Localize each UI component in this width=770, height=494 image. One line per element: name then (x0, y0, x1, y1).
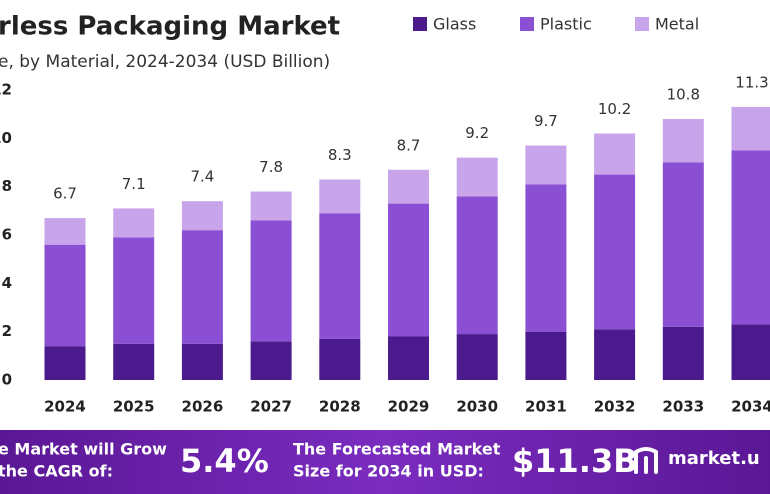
total-label: 10.2 (598, 100, 631, 118)
total-label: 7.1 (122, 175, 146, 193)
bar-segment (456, 157, 498, 197)
brand-name: market.u (668, 448, 760, 469)
y-tick-label: 6 (2, 226, 12, 244)
bar-segment (44, 346, 86, 380)
chart-subtitle: e, by Material, 2024-2034 (USD Billion) (0, 52, 330, 72)
bar-segment (456, 196, 498, 335)
x-tick-label: 2025 (113, 398, 155, 416)
x-tick-label: 2026 (182, 398, 224, 416)
y-tick-label: 4 (2, 274, 12, 292)
brand-logo (634, 447, 658, 474)
bar-segment (250, 191, 292, 221)
bar-segment (594, 174, 636, 330)
x-tick-label: 2034 (731, 398, 770, 416)
banner-text: the CAGR of: (0, 462, 113, 481)
y-tick-label: 0 (2, 371, 12, 389)
x-tick-label: 2031 (525, 398, 567, 416)
x-tick-label: 2028 (319, 398, 361, 416)
bar-segment (181, 343, 223, 380)
bar-segment (731, 324, 770, 380)
bar-segment (388, 203, 429, 337)
y-tick-label: 12 (0, 81, 12, 99)
bar-segment (113, 208, 155, 238)
total-label: 8.3 (328, 146, 352, 164)
bar-segment (525, 184, 567, 332)
bar-segment (113, 343, 155, 380)
x-tick-label: 2027 (250, 398, 292, 416)
bar-segment (250, 341, 292, 380)
banner-text: e Market will Grow (0, 440, 167, 459)
bar-segment (525, 331, 567, 380)
bar-segment (319, 338, 361, 380)
bar-segment (113, 237, 155, 344)
total-label: 11.3 (735, 73, 768, 91)
total-label: 8.7 (397, 136, 421, 154)
y-tick-label: 8 (2, 177, 12, 195)
bar-segment (731, 106, 770, 151)
y-tick-label: 10 (0, 129, 12, 147)
bar-segment (319, 213, 361, 339)
x-tick-label: 2024 (44, 398, 86, 416)
banner-text: Size for 2034 in USD: (293, 462, 484, 481)
legend-label: Glass (433, 15, 476, 34)
legend-swatch (635, 17, 649, 31)
total-label: 6.7 (53, 185, 77, 203)
total-label: 7.8 (259, 158, 283, 176)
bar-segment (731, 150, 770, 325)
legend-swatch (413, 17, 427, 31)
banner-text: The Forecasted Market (293, 440, 501, 459)
x-tick-label: 2029 (388, 398, 430, 416)
bar-segment (319, 179, 361, 214)
bar-segment (662, 326, 704, 380)
bar-segment (44, 244, 86, 347)
total-label: 7.4 (190, 168, 214, 186)
bar-segment (181, 230, 223, 344)
legend-label: Metal (655, 15, 699, 34)
y-tick-label: 2 (2, 322, 12, 340)
total-label: 10.8 (667, 86, 700, 104)
total-label: 9.7 (534, 112, 558, 130)
bar-segment (44, 218, 86, 245)
bar-segment (181, 201, 223, 231)
bar-segment (662, 162, 704, 327)
bar-segment (388, 336, 429, 380)
banner-value: $11.3B (512, 442, 638, 480)
bar-segment (594, 329, 636, 380)
bar-segment (388, 169, 429, 204)
banner-value: 5.4% (180, 442, 269, 480)
legend-swatch (520, 17, 534, 31)
bar-segment (250, 220, 292, 342)
bar-segment (594, 133, 636, 175)
x-tick-label: 2030 (456, 398, 498, 416)
total-label: 9.2 (465, 124, 489, 142)
banner (0, 430, 770, 494)
chart-title: rless Packaging Market (0, 12, 340, 42)
bar-segment (662, 119, 704, 163)
x-tick-label: 2032 (594, 398, 636, 416)
x-tick-label: 2033 (662, 398, 704, 416)
bar-segment (456, 334, 498, 380)
legend-label: Plastic (540, 15, 592, 34)
bar-segment (525, 145, 567, 185)
